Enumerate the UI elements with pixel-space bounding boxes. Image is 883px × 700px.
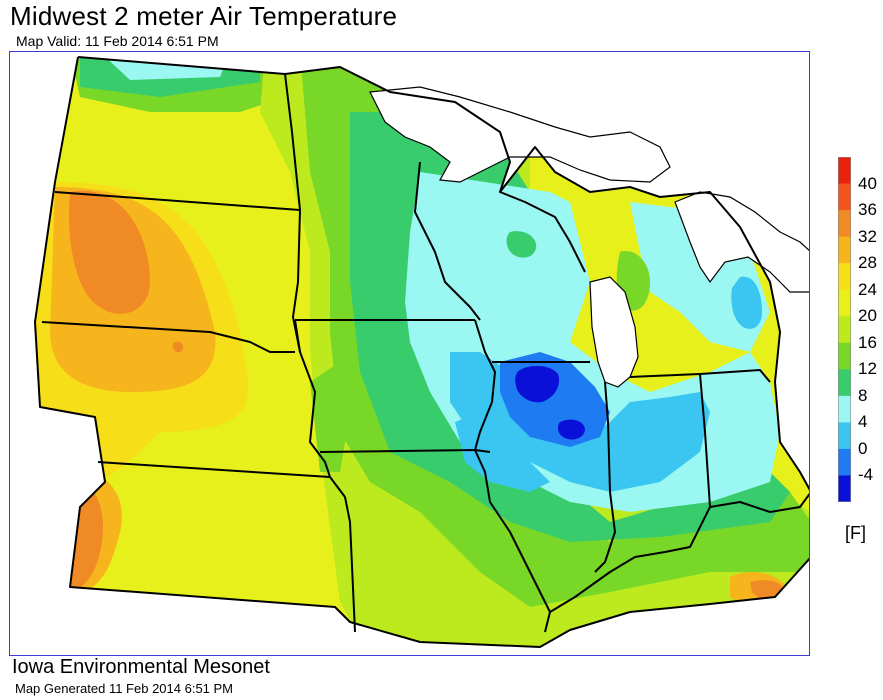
lake-superior: [369, 86, 671, 183]
colorbar-swatch: [838, 316, 851, 344]
temperature-field: [35, 57, 809, 647]
colorbar-swatch: [838, 263, 851, 291]
region-outline: [34, 56, 809, 648]
colorbar-swatch: [838, 157, 851, 185]
legend-tick-label: 36: [858, 200, 877, 220]
legend-tick-label: 28: [858, 253, 877, 273]
legend-tick-label: 12: [858, 359, 877, 379]
border-mo-ks: [344, 496, 356, 633]
colorbar-swatch: [838, 422, 851, 450]
border-wi-mi: [499, 191, 586, 273]
legend-tick-label: 32: [858, 226, 877, 246]
border-il-in: [594, 381, 616, 573]
colorbar-swatch: [838, 395, 851, 423]
colorbar-swatch: [838, 210, 851, 238]
colorbar-swatch: [838, 475, 851, 502]
border-nd-sd: [54, 191, 301, 211]
map-title: Midwest 2 meter Air Temperature: [10, 1, 398, 31]
temperature-map: [9, 51, 810, 656]
lake-huron: [674, 191, 809, 293]
map-generated-time: Map Generated 11 Feb 2014 6:51 PM: [15, 681, 234, 696]
state-borders: [34, 56, 809, 648]
legend-tick-label: 8: [858, 385, 868, 405]
legend-tick-label: 40: [858, 173, 877, 193]
legend-unit-label: [F]: [845, 523, 866, 543]
border-mississippi: [474, 319, 551, 633]
border-mi-oh: [699, 369, 771, 383]
border-mn-wi: [414, 161, 481, 321]
lake-water: [369, 86, 809, 388]
colorbar-swatch: [838, 448, 851, 476]
legend-tick-label: 16: [858, 332, 877, 352]
border-in-oh: [629, 373, 711, 508]
legend-tick-label: -4: [858, 465, 874, 485]
border-ohio-river: [549, 493, 809, 613]
border-dakotas-minnesota: [284, 73, 301, 353]
colorbar-swatch: [838, 289, 851, 317]
colorbar-swatch: [838, 183, 851, 211]
border-sd-ne: [41, 321, 295, 353]
organization-credit: Iowa Environmental Mesonet: [12, 656, 270, 678]
legend-tick-label: 20: [858, 306, 877, 326]
colorbar-swatch: [838, 236, 851, 264]
border-ne-ks: [97, 461, 331, 478]
legend-tick-label: 0: [858, 438, 868, 458]
legend-colorbar: [838, 157, 851, 502]
map-valid-time: Map Valid: 11 Feb 2014 6:51 PM: [16, 33, 219, 49]
colorbar-swatch: [838, 369, 851, 397]
legend-tick-label: 4: [858, 412, 868, 432]
legend-tick-label: 24: [858, 279, 877, 299]
border-missouri-river: [294, 319, 346, 498]
colorbar-swatch: [838, 342, 851, 370]
